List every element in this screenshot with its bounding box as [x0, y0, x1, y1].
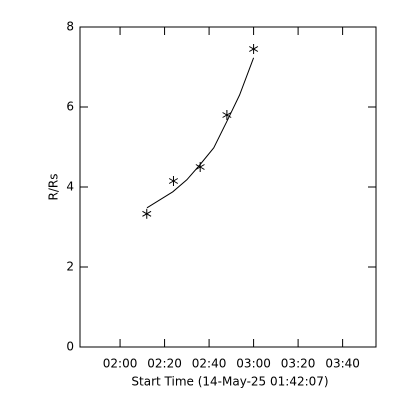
plot-frame	[79, 26, 377, 348]
x-tick-label: 03:20	[281, 357, 316, 371]
y-tick-label: 6	[66, 100, 74, 114]
x-tick-label: 02:20	[147, 357, 182, 371]
data-point	[142, 208, 152, 219]
y-tick-label: 8	[66, 20, 74, 34]
asterisk-stroke	[249, 46, 259, 52]
data-point	[249, 44, 259, 54]
fit-line	[146, 57, 255, 209]
x-axis-label: Start Time (14-May-25 01:42:07)	[131, 375, 328, 389]
asterisk-stroke	[168, 178, 179, 184]
asterisk-stroke	[195, 164, 205, 170]
data-point	[222, 110, 232, 120]
x-tick-label: 03:00	[236, 357, 271, 371]
asterisk-stroke	[222, 112, 232, 118]
x-tick-label: 02:40	[192, 357, 227, 371]
y-tick-label: 4	[66, 180, 74, 194]
y-tick-label: 0	[66, 340, 74, 354]
asterisk-stroke	[142, 210, 152, 217]
y-axis-label: R/Rs	[47, 174, 61, 201]
data-point	[195, 162, 205, 172]
y-tick-label: 2	[66, 260, 74, 274]
data-point	[168, 176, 179, 186]
x-tick-label: 02:00	[103, 357, 138, 371]
x-tick-label: 03:40	[325, 357, 360, 371]
